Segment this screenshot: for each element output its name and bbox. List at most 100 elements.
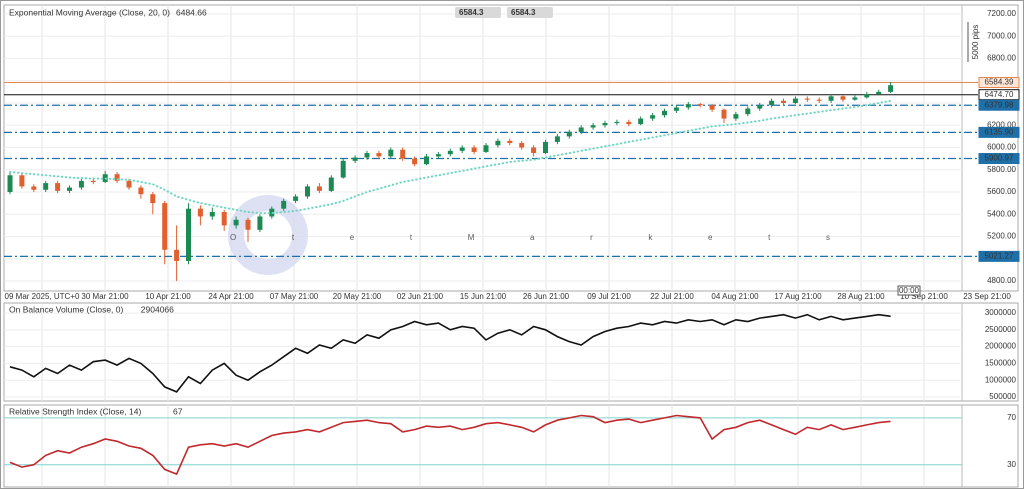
price-tag [978, 89, 1020, 101]
x-tick-label: 24 Apr 21:00 [208, 292, 254, 301]
price-tag [978, 250, 1020, 262]
candle-body [162, 203, 168, 250]
y-tick-label: 2000000 [985, 342, 1017, 351]
candle-body [400, 149, 406, 159]
price-tag [978, 76, 1020, 88]
candle-body [31, 186, 37, 190]
y-tick-label: 500000 [989, 392, 1016, 401]
candle-body [709, 105, 715, 110]
candle-body [864, 94, 870, 98]
candle-body [745, 108, 751, 115]
candle-body [424, 156, 429, 165]
y-tick-label: 1500000 [985, 359, 1017, 368]
x-tick-label: 10 Sep 21:00 [900, 292, 948, 301]
x-tick-label: 23 Sep 21:00 [963, 292, 1011, 301]
y-tick-label: 5200.00 [987, 232, 1016, 241]
candle-body [543, 141, 548, 154]
candle-body [769, 100, 775, 106]
candle-body [828, 96, 834, 101]
price-tag-label: 5900.97 [985, 154, 1014, 163]
price-tag-label: 5021.27 [985, 251, 1014, 260]
candle-body [721, 109, 727, 119]
watermark: OtetMarkets [230, 233, 830, 242]
candle-body [554, 136, 560, 142]
y-tick-label: 6800.00 [987, 54, 1016, 63]
candle-body [471, 147, 477, 152]
candle-body [19, 175, 25, 187]
time-label: 00:00 [899, 286, 920, 295]
y-tick-label: 6000.00 [987, 143, 1016, 152]
candle-body [281, 200, 287, 209]
pane [3, 404, 1019, 488]
x-tick-label: 07 May 21:00 [270, 292, 319, 301]
price-button[interactable] [455, 7, 501, 18]
indicator-value: 2904066 [141, 304, 174, 314]
candle-body [483, 145, 489, 152]
price-button[interactable] [507, 7, 553, 18]
indicator-title: Exponential Moving Average (Close, 20, 0… [9, 7, 170, 17]
candle-body [150, 194, 156, 204]
time-tag [897, 285, 921, 296]
price-tag-label: 6584.39 [985, 78, 1014, 87]
candle-body [792, 98, 798, 104]
candle-body [876, 91, 882, 95]
price-tag-label: 6135.90 [985, 127, 1014, 136]
candle-body [352, 157, 358, 161]
price-tag [978, 153, 1020, 165]
candle-body [447, 150, 453, 155]
candle-body [316, 186, 322, 191]
candle-body [602, 123, 608, 126]
y-tick-label: 2500000 [985, 325, 1017, 334]
candle-body [662, 110, 667, 116]
candle-body [114, 174, 120, 181]
candle-body [388, 149, 394, 157]
x-tick-label: 04 Aug 21:00 [711, 292, 759, 301]
x-tick-label: 26 Jun 21:00 [523, 292, 570, 301]
candle-body [685, 104, 691, 108]
candle-body [495, 140, 501, 146]
candle-body [7, 175, 13, 192]
candle-body [78, 180, 84, 188]
indicator-value: 67 [173, 406, 183, 416]
candle-body [566, 131, 572, 137]
candle-body [459, 147, 465, 151]
indicator-value: 6484.66 [176, 7, 207, 17]
y-tick-label: 7200.00 [987, 9, 1016, 18]
candle-body [340, 160, 346, 178]
y-tick-label: 4800.00 [987, 276, 1016, 285]
indicator-title: Relative Strength Index (Close, 14) [9, 406, 141, 416]
candle-body [257, 216, 263, 230]
x-tick-label: 20 May 21:00 [333, 292, 382, 301]
y-tick-label: 5600.00 [987, 187, 1016, 196]
candle-body [90, 180, 96, 182]
candle-body [804, 98, 810, 100]
candle-body [852, 97, 858, 100]
indicator-title: On Balance Volume (Close, 0) [9, 304, 124, 314]
candle-body [186, 208, 191, 261]
candle-body [245, 219, 251, 230]
x-tick-label: 02 Jun 21:00 [397, 292, 444, 301]
candle-body [67, 187, 72, 191]
price-button-label: 6584.3 [511, 8, 536, 17]
candle-body [209, 212, 215, 217]
ema-line [9, 99, 892, 215]
x-tick-label: 28 Aug 21:00 [837, 292, 885, 301]
y-tick-label: 1000000 [985, 375, 1017, 384]
candle-body [531, 147, 537, 154]
watermark-ring [228, 195, 308, 275]
y-tick-label: 7000.00 [987, 31, 1016, 40]
candle-body [138, 187, 144, 195]
candle-body [614, 121, 620, 124]
x-tick-label: 10 Apr 21:00 [145, 292, 191, 301]
y-tick-label: 6200.00 [987, 120, 1016, 129]
candle-body [197, 208, 203, 217]
pane [3, 302, 1019, 402]
candle-body [305, 186, 310, 197]
price-tag-label: 6379.98 [985, 100, 1014, 109]
candle-body [519, 143, 525, 148]
candle-body [507, 140, 513, 144]
candle-body [578, 127, 584, 132]
y-tick-label: 3000000 [985, 308, 1017, 317]
